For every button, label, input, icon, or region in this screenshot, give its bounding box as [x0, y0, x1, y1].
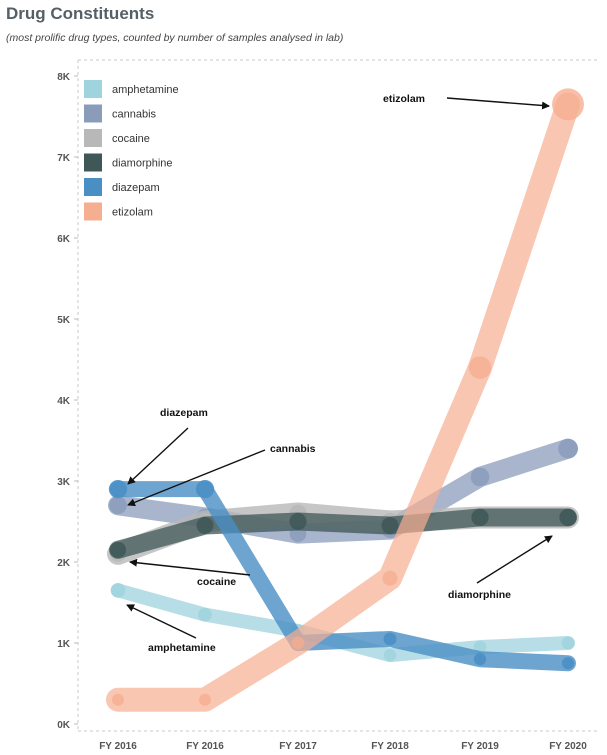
- y-axis: 0K 1K 2K 3K 4K 5K 6K 7K 8K: [57, 72, 78, 731]
- data-point-diazepam: [108, 479, 128, 499]
- data-point-amphetamine: [110, 582, 126, 598]
- data-point-etizolam: [382, 570, 398, 586]
- legend-label[interactable]: amphetamine: [112, 84, 179, 96]
- x-tick-label: FY 2019: [461, 741, 499, 752]
- data-point-cannabis: [470, 467, 490, 487]
- chart-title: Drug Constituents: [6, 4, 155, 23]
- annotations: etizolam diazepam cannabis cocaine amphetami…: [126, 93, 553, 654]
- data-point-etizolam: [468, 356, 492, 379]
- legend-swatch[interactable]: [84, 202, 102, 221]
- annotation-label: diazepam: [160, 407, 208, 419]
- series-etizolam: [106, 88, 584, 712]
- x-axis: FY 2016 FY 2016 FY 2017 FY 2018 FY 2019 FY 20…: [99, 741, 587, 752]
- data-point-diazepam: [473, 653, 487, 666]
- annotation-label: diamorphine: [448, 589, 511, 601]
- data-point-diazepam: [195, 479, 215, 499]
- annotation-arrow: [446, 97, 550, 110]
- data-point-diamorphine: [381, 517, 399, 535]
- y-tick-label: 1K: [57, 639, 71, 650]
- legend-label[interactable]: cocaine: [112, 133, 150, 145]
- annotation-label: amphetamine: [148, 642, 216, 654]
- data-point-amphetamine: [561, 636, 575, 650]
- x-tick-label: FY 2016: [99, 741, 137, 752]
- y-tick-label: 6K: [57, 234, 71, 245]
- legend-label[interactable]: cannabis: [112, 109, 157, 121]
- data-point-etizolam: [552, 88, 584, 121]
- legend-swatch[interactable]: [84, 104, 102, 123]
- series-group: [106, 88, 584, 712]
- data-point-etizolam: [199, 693, 211, 706]
- annotation-arrow: [129, 558, 251, 576]
- series-line-diamorphine: [109, 508, 577, 559]
- y-tick-label: 8K: [57, 72, 71, 83]
- annotation-arrow: [126, 604, 197, 639]
- legend-swatch[interactable]: [84, 153, 102, 172]
- legend-label[interactable]: diamorphine: [112, 158, 173, 170]
- data-point-etizolam: [112, 693, 124, 706]
- data-point-diazepam: [383, 632, 397, 646]
- data-point-amphetamine: [383, 648, 397, 662]
- x-tick-label: FY 2020: [549, 741, 587, 752]
- x-tick-label: FY 2016: [186, 741, 224, 752]
- legend-label[interactable]: diazepam: [112, 182, 160, 194]
- data-point-diamorphine: [109, 541, 127, 558]
- data-point-cannabis: [558, 438, 578, 459]
- data-point-cannabis: [109, 496, 127, 515]
- y-tick-label: 5K: [57, 315, 71, 326]
- data-point-diamorphine: [559, 508, 577, 527]
- plot-frame: [77, 59, 600, 732]
- annotation-arrow: [127, 449, 266, 507]
- y-tick-label: 7K: [57, 153, 71, 164]
- annotation-arrow: [476, 535, 553, 584]
- x-tick-label: FY 2018: [371, 741, 409, 752]
- data-point-etizolam: [291, 636, 305, 650]
- annotation-label: etizolam: [383, 93, 425, 105]
- data-point-diamorphine: [289, 512, 307, 531]
- y-tick-label: 3K: [57, 477, 71, 488]
- legend-label[interactable]: etizolam: [112, 207, 153, 219]
- data-point-diazepam: [561, 657, 575, 670]
- series-diamorphine: [109, 508, 577, 559]
- y-tick-label: 2K: [57, 558, 71, 569]
- legend[interactable]: amphetamine cannabis cocaine diamorphine dia…: [84, 80, 179, 221]
- series-line-etizolam: [106, 92, 580, 712]
- annotation-label: cannabis: [270, 443, 316, 455]
- annotation-label: cocaine: [197, 576, 236, 588]
- chart-subtitle: (most prolific drug types, counted by nu…: [6, 32, 344, 44]
- data-point-diamorphine: [471, 508, 489, 527]
- y-tick-label: 0K: [57, 720, 71, 731]
- data-point-amphetamine: [198, 607, 212, 622]
- annotation-arrow: [127, 427, 189, 485]
- x-tick-label: FY 2017: [279, 741, 317, 752]
- legend-swatch[interactable]: [84, 129, 102, 147]
- legend-swatch[interactable]: [84, 80, 102, 98]
- data-point-diamorphine: [196, 517, 214, 535]
- y-tick-label: 4K: [57, 396, 71, 407]
- legend-swatch[interactable]: [84, 178, 102, 196]
- data-point-amphetamine: [473, 640, 487, 654]
- series-line-diazepam: [110, 481, 576, 672]
